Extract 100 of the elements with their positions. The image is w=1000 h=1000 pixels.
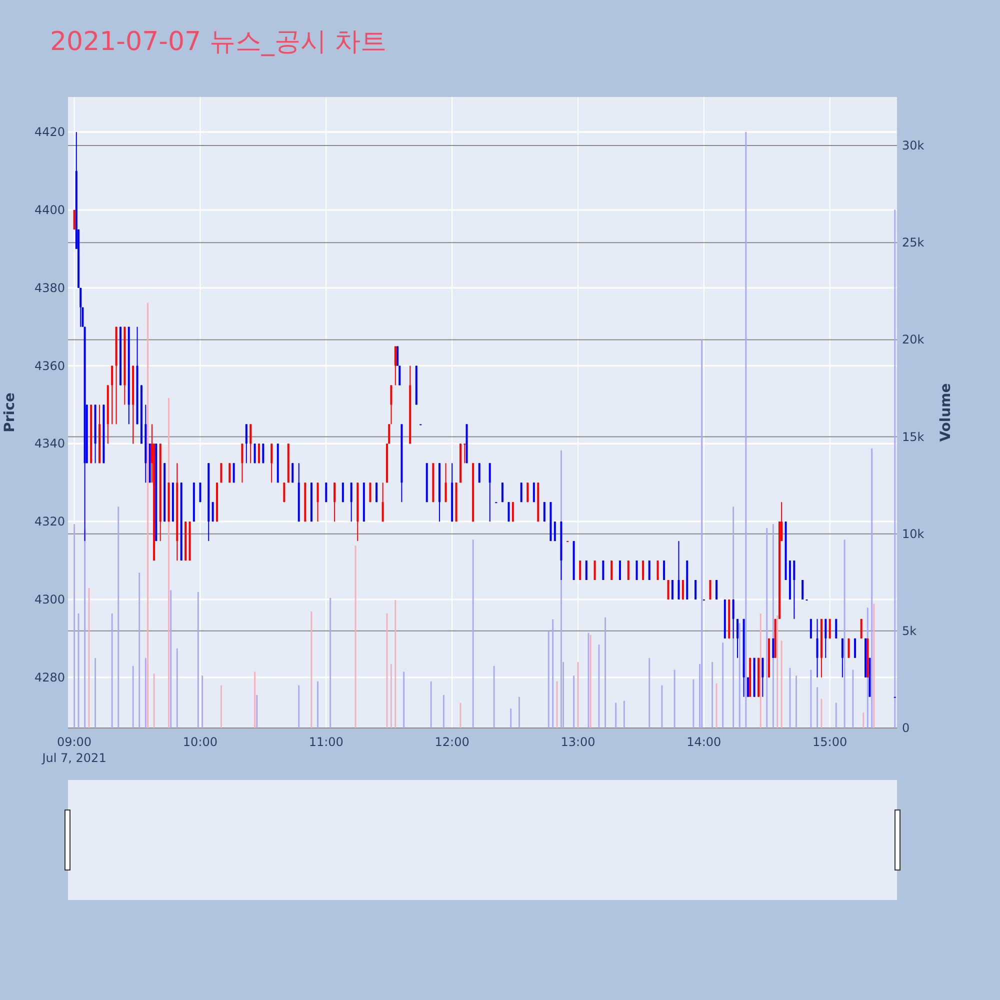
x-tick-label: 11:00 bbox=[308, 735, 344, 749]
candlestick bbox=[464, 443, 466, 464]
y2-axis-title: Volume bbox=[938, 383, 954, 442]
candlestick bbox=[594, 560, 596, 580]
y2-tick-label: 15k bbox=[902, 430, 924, 444]
y2-tick-label: 25k bbox=[902, 236, 924, 250]
candlestick bbox=[816, 618, 818, 678]
candlestick bbox=[554, 521, 556, 542]
candlestick bbox=[232, 462, 235, 484]
candlestick bbox=[111, 365, 114, 425]
candlestick bbox=[220, 462, 222, 484]
y-tick-label: 4280 bbox=[34, 670, 65, 684]
y-tick-label: 4400 bbox=[34, 202, 65, 217]
candlestick bbox=[150, 424, 153, 484]
candlestick bbox=[82, 306, 84, 328]
x-tick-label: 13:00 bbox=[560, 735, 596, 749]
candlestick bbox=[270, 443, 273, 484]
candlestick bbox=[520, 482, 522, 503]
candlestick bbox=[772, 638, 774, 658]
candlestick bbox=[508, 502, 510, 522]
y2-tick-label: 30k bbox=[902, 138, 924, 153]
candlestick bbox=[228, 462, 231, 484]
candlestick bbox=[254, 443, 256, 464]
candlestick bbox=[478, 462, 480, 484]
candlestick bbox=[241, 443, 244, 484]
candlestick bbox=[636, 560, 638, 580]
y2-tick-label: 5k bbox=[902, 624, 917, 638]
candlestick bbox=[376, 482, 378, 503]
x-tick-label: 12:00 bbox=[434, 735, 470, 749]
candlestick bbox=[325, 482, 328, 503]
candlestick bbox=[780, 502, 783, 542]
candlestick bbox=[656, 560, 659, 580]
y-tick-label: 4380 bbox=[34, 280, 65, 295]
candlestick bbox=[648, 560, 650, 580]
y-tick-label: 4320 bbox=[34, 514, 65, 529]
candlestick bbox=[627, 560, 630, 580]
candlestick bbox=[793, 560, 796, 620]
y-tick-label: 4300 bbox=[34, 592, 65, 606]
candlestick bbox=[444, 462, 447, 503]
candlestick bbox=[394, 346, 396, 386]
candlestick bbox=[810, 618, 812, 639]
candlestick bbox=[342, 482, 344, 503]
candlestick bbox=[618, 560, 621, 580]
candlestick bbox=[73, 209, 76, 230]
candlestick bbox=[526, 482, 529, 503]
candlestick bbox=[532, 482, 535, 503]
candlestick bbox=[663, 560, 666, 580]
candlestick bbox=[488, 462, 491, 522]
candlestick bbox=[245, 424, 248, 464]
candlestick bbox=[610, 560, 613, 580]
candlestick bbox=[860, 618, 862, 639]
candlestick bbox=[802, 579, 804, 600]
candlestick bbox=[212, 502, 214, 522]
candlestick bbox=[292, 462, 294, 484]
candlestick bbox=[709, 579, 712, 600]
y-tick-label: 4340 bbox=[34, 436, 65, 451]
chart-title: 2021-07-07 뉴스_공시 차트 bbox=[50, 27, 387, 57]
x-tick-label: 14:00 bbox=[686, 735, 722, 749]
candlestick bbox=[334, 482, 336, 522]
candlestick bbox=[671, 579, 674, 600]
candlestick bbox=[642, 560, 644, 580]
candlestick bbox=[382, 482, 384, 522]
candlestick bbox=[250, 424, 252, 464]
candlestick bbox=[602, 560, 604, 580]
candlestick bbox=[824, 618, 827, 658]
candlestick bbox=[835, 618, 838, 639]
candlestick bbox=[667, 579, 670, 600]
y2-tick-label: 20k bbox=[902, 332, 924, 347]
candlestick bbox=[543, 502, 546, 522]
candlestick bbox=[694, 579, 697, 600]
candlestick bbox=[841, 638, 844, 678]
x-tick-label: 09:00 Jul 7, 2021 bbox=[41, 735, 106, 765]
candlestick bbox=[258, 443, 260, 464]
candlestick bbox=[369, 482, 372, 503]
candlestick bbox=[579, 560, 582, 580]
candlestick bbox=[678, 540, 680, 600]
y-tick-label: 4420 bbox=[34, 125, 65, 140]
candlestick bbox=[199, 482, 202, 503]
candlestick bbox=[388, 424, 390, 444]
x-tick-label: 10:00 bbox=[182, 735, 218, 749]
candlestick bbox=[585, 560, 588, 580]
candlestick bbox=[501, 482, 504, 503]
candlestick bbox=[262, 443, 264, 464]
candlestick bbox=[316, 482, 319, 522]
y2-tick-label: 10k bbox=[902, 526, 924, 541]
candlestick bbox=[732, 598, 734, 639]
x-tick-label: 15:00 bbox=[812, 735, 848, 749]
candlestick bbox=[736, 618, 738, 658]
candlestick bbox=[848, 638, 850, 658]
candlestick bbox=[762, 657, 764, 698]
candlestick bbox=[80, 287, 82, 328]
y-axis-title: Price bbox=[2, 392, 18, 432]
candlestick bbox=[390, 384, 392, 425]
y-tick-label: 4360 bbox=[34, 358, 65, 373]
candlestick bbox=[283, 482, 286, 503]
candlestick bbox=[512, 502, 514, 522]
candlestick bbox=[350, 482, 352, 522]
candlestick bbox=[828, 618, 831, 639]
y2-tick-label: 0 bbox=[902, 721, 910, 735]
candlestick bbox=[682, 579, 684, 600]
